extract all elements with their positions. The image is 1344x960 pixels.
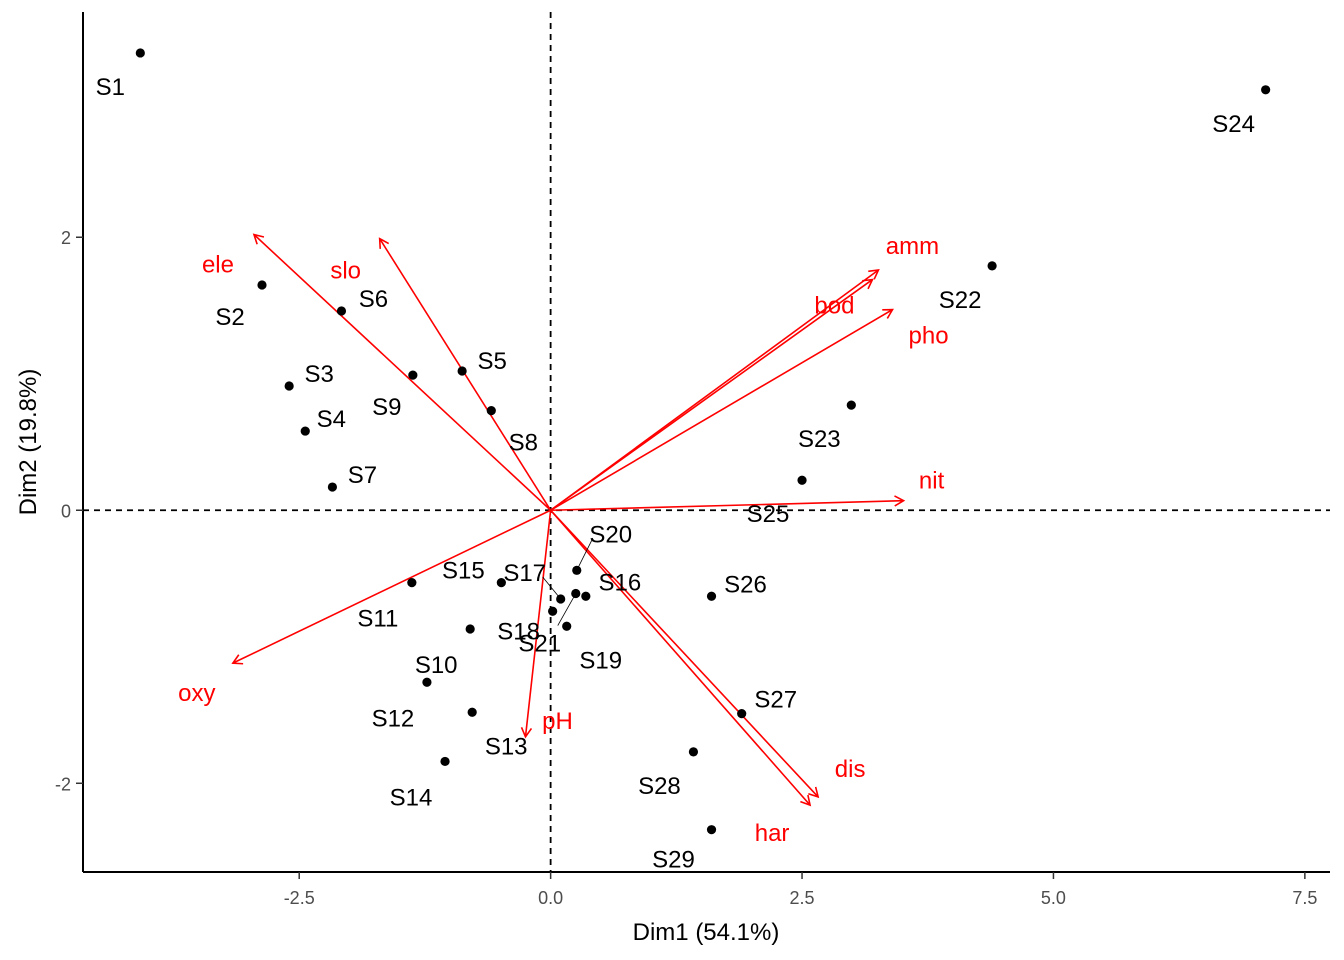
point-label-s12: S12 — [372, 705, 415, 732]
point-s28 — [688, 747, 699, 757]
variable-label-pho: pho — [909, 323, 949, 350]
point-label-s19: S19 — [579, 647, 622, 674]
point-s23 — [846, 400, 856, 410]
point-label-s28: S28 — [638, 773, 681, 800]
point-label-s1: S1 — [96, 74, 125, 101]
point-s12 — [422, 677, 432, 687]
point-label-s27: S27 — [754, 687, 797, 714]
point-s13 — [467, 707, 477, 717]
variable-label-nit: nit — [919, 468, 945, 495]
point-label-s18: S18 — [497, 618, 540, 645]
point-label-s7: S7 — [348, 462, 377, 489]
point-label-s16: S16 — [598, 569, 641, 596]
point-label-s23: S23 — [798, 426, 841, 453]
arrow-har — [550, 509, 812, 807]
x-tick-label: -2.5 — [284, 888, 315, 908]
point-label-s25: S25 — [747, 501, 790, 528]
point-s16 — [581, 591, 591, 601]
x-axis-title: Dim1 (54.1%) — [633, 919, 780, 946]
x-tick-label: 7.5 — [1292, 888, 1317, 908]
point-s18 — [548, 606, 558, 616]
point-label-s11: S11 — [357, 606, 398, 633]
axes: -2.5 0.0 2.5 5.0 7.5 -2 0 2 — [55, 12, 1330, 908]
arrow-dis — [550, 509, 820, 799]
leader-line-s21 — [557, 593, 577, 626]
point-s22 — [987, 261, 997, 271]
point-label-s2: S2 — [215, 304, 244, 331]
point-s4 — [300, 426, 310, 436]
point-label-s5: S5 — [477, 348, 506, 375]
point-s8 — [486, 406, 496, 416]
x-tick-label: 5.0 — [1041, 888, 1066, 908]
point-s3 — [284, 381, 294, 391]
arrow-bod — [550, 278, 874, 511]
point-label-s10: S10 — [415, 652, 458, 679]
point-label-s8: S8 — [509, 430, 538, 457]
variable-label-ph: pH — [542, 708, 573, 735]
arrow-nit — [550, 495, 906, 512]
point-label-s26: S26 — [724, 571, 767, 598]
y-tick-label: -2 — [55, 774, 71, 794]
point-label-s22: S22 — [939, 287, 982, 314]
variable-label-har: har — [755, 820, 790, 847]
point-s20 — [572, 565, 582, 575]
point-s1 — [135, 48, 145, 58]
x-tick-label: 0.0 — [538, 888, 563, 908]
variable-label-bod: bod — [814, 293, 854, 320]
y-tick-label: 2 — [61, 228, 71, 248]
variable-label-amm: amm — [886, 233, 939, 260]
point-label-s6: S6 — [359, 286, 388, 313]
y-tick-label: 0 — [61, 501, 71, 521]
point-s15 — [496, 578, 506, 588]
point-s19 — [562, 621, 572, 631]
point-s7 — [327, 482, 337, 492]
point-s6 — [336, 306, 347, 316]
variable-label-oxy: oxy — [178, 680, 215, 707]
point-label-s20: S20 — [589, 521, 632, 548]
point-s11 — [407, 578, 417, 588]
point-label-s4: S4 — [317, 406, 346, 433]
point-label-s9: S9 — [372, 394, 401, 421]
leader-line-s20 — [576, 538, 594, 571]
observation-labels: S1 S2 S3 S4 S5 S6 S7 S8 S9 S10 S11 S12 S13 S14 S15 S16 S… — [96, 74, 1255, 874]
x-tick-label: 2.5 — [790, 888, 815, 908]
arrow-ph — [520, 510, 552, 739]
arrow-pho — [550, 308, 894, 511]
y-axis-title: Dim2 (19.8%) — [15, 369, 42, 516]
point-s17 — [556, 594, 566, 604]
point-s25 — [797, 475, 807, 485]
point-label-s24: S24 — [1212, 111, 1255, 138]
variable-label-dis: dis — [835, 756, 866, 783]
arrow-oxy — [231, 509, 551, 665]
arrow-ele — [252, 233, 552, 511]
point-label-s15: S15 — [442, 558, 485, 585]
point-s14 — [440, 756, 450, 767]
variable-labels: ele slo amm bod pho nit oxy pH dis har — [178, 233, 948, 847]
reference-lines — [83, 12, 1330, 872]
point-s10 — [465, 624, 475, 634]
observation-points — [135, 48, 1271, 835]
point-s24 — [1261, 85, 1271, 95]
point-label-s29: S29 — [652, 847, 695, 874]
point-s5 — [457, 366, 467, 376]
point-label-s13: S13 — [485, 733, 528, 760]
point-s9 — [408, 370, 418, 380]
point-label-s17: S17 — [503, 560, 546, 587]
variable-arrows — [231, 233, 906, 807]
variable-label-ele: ele — [202, 252, 234, 279]
point-label-s14: S14 — [390, 784, 433, 811]
point-label-s21: S21 — [518, 631, 561, 658]
point-s29 — [706, 825, 717, 835]
leader-line-s17 — [542, 576, 561, 600]
point-s26 — [706, 591, 717, 601]
point-s27 — [737, 709, 747, 719]
variable-label-slo: slo — [330, 258, 361, 285]
point-s2 — [257, 280, 267, 290]
point-label-s3: S3 — [304, 361, 333, 388]
